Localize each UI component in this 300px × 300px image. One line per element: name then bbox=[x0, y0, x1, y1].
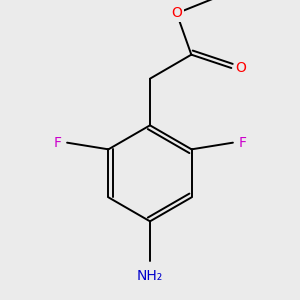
Text: F: F bbox=[54, 136, 62, 150]
Text: O: O bbox=[235, 61, 246, 75]
Text: NH₂: NH₂ bbox=[137, 269, 163, 283]
Text: O: O bbox=[171, 6, 182, 20]
Text: F: F bbox=[238, 136, 246, 150]
